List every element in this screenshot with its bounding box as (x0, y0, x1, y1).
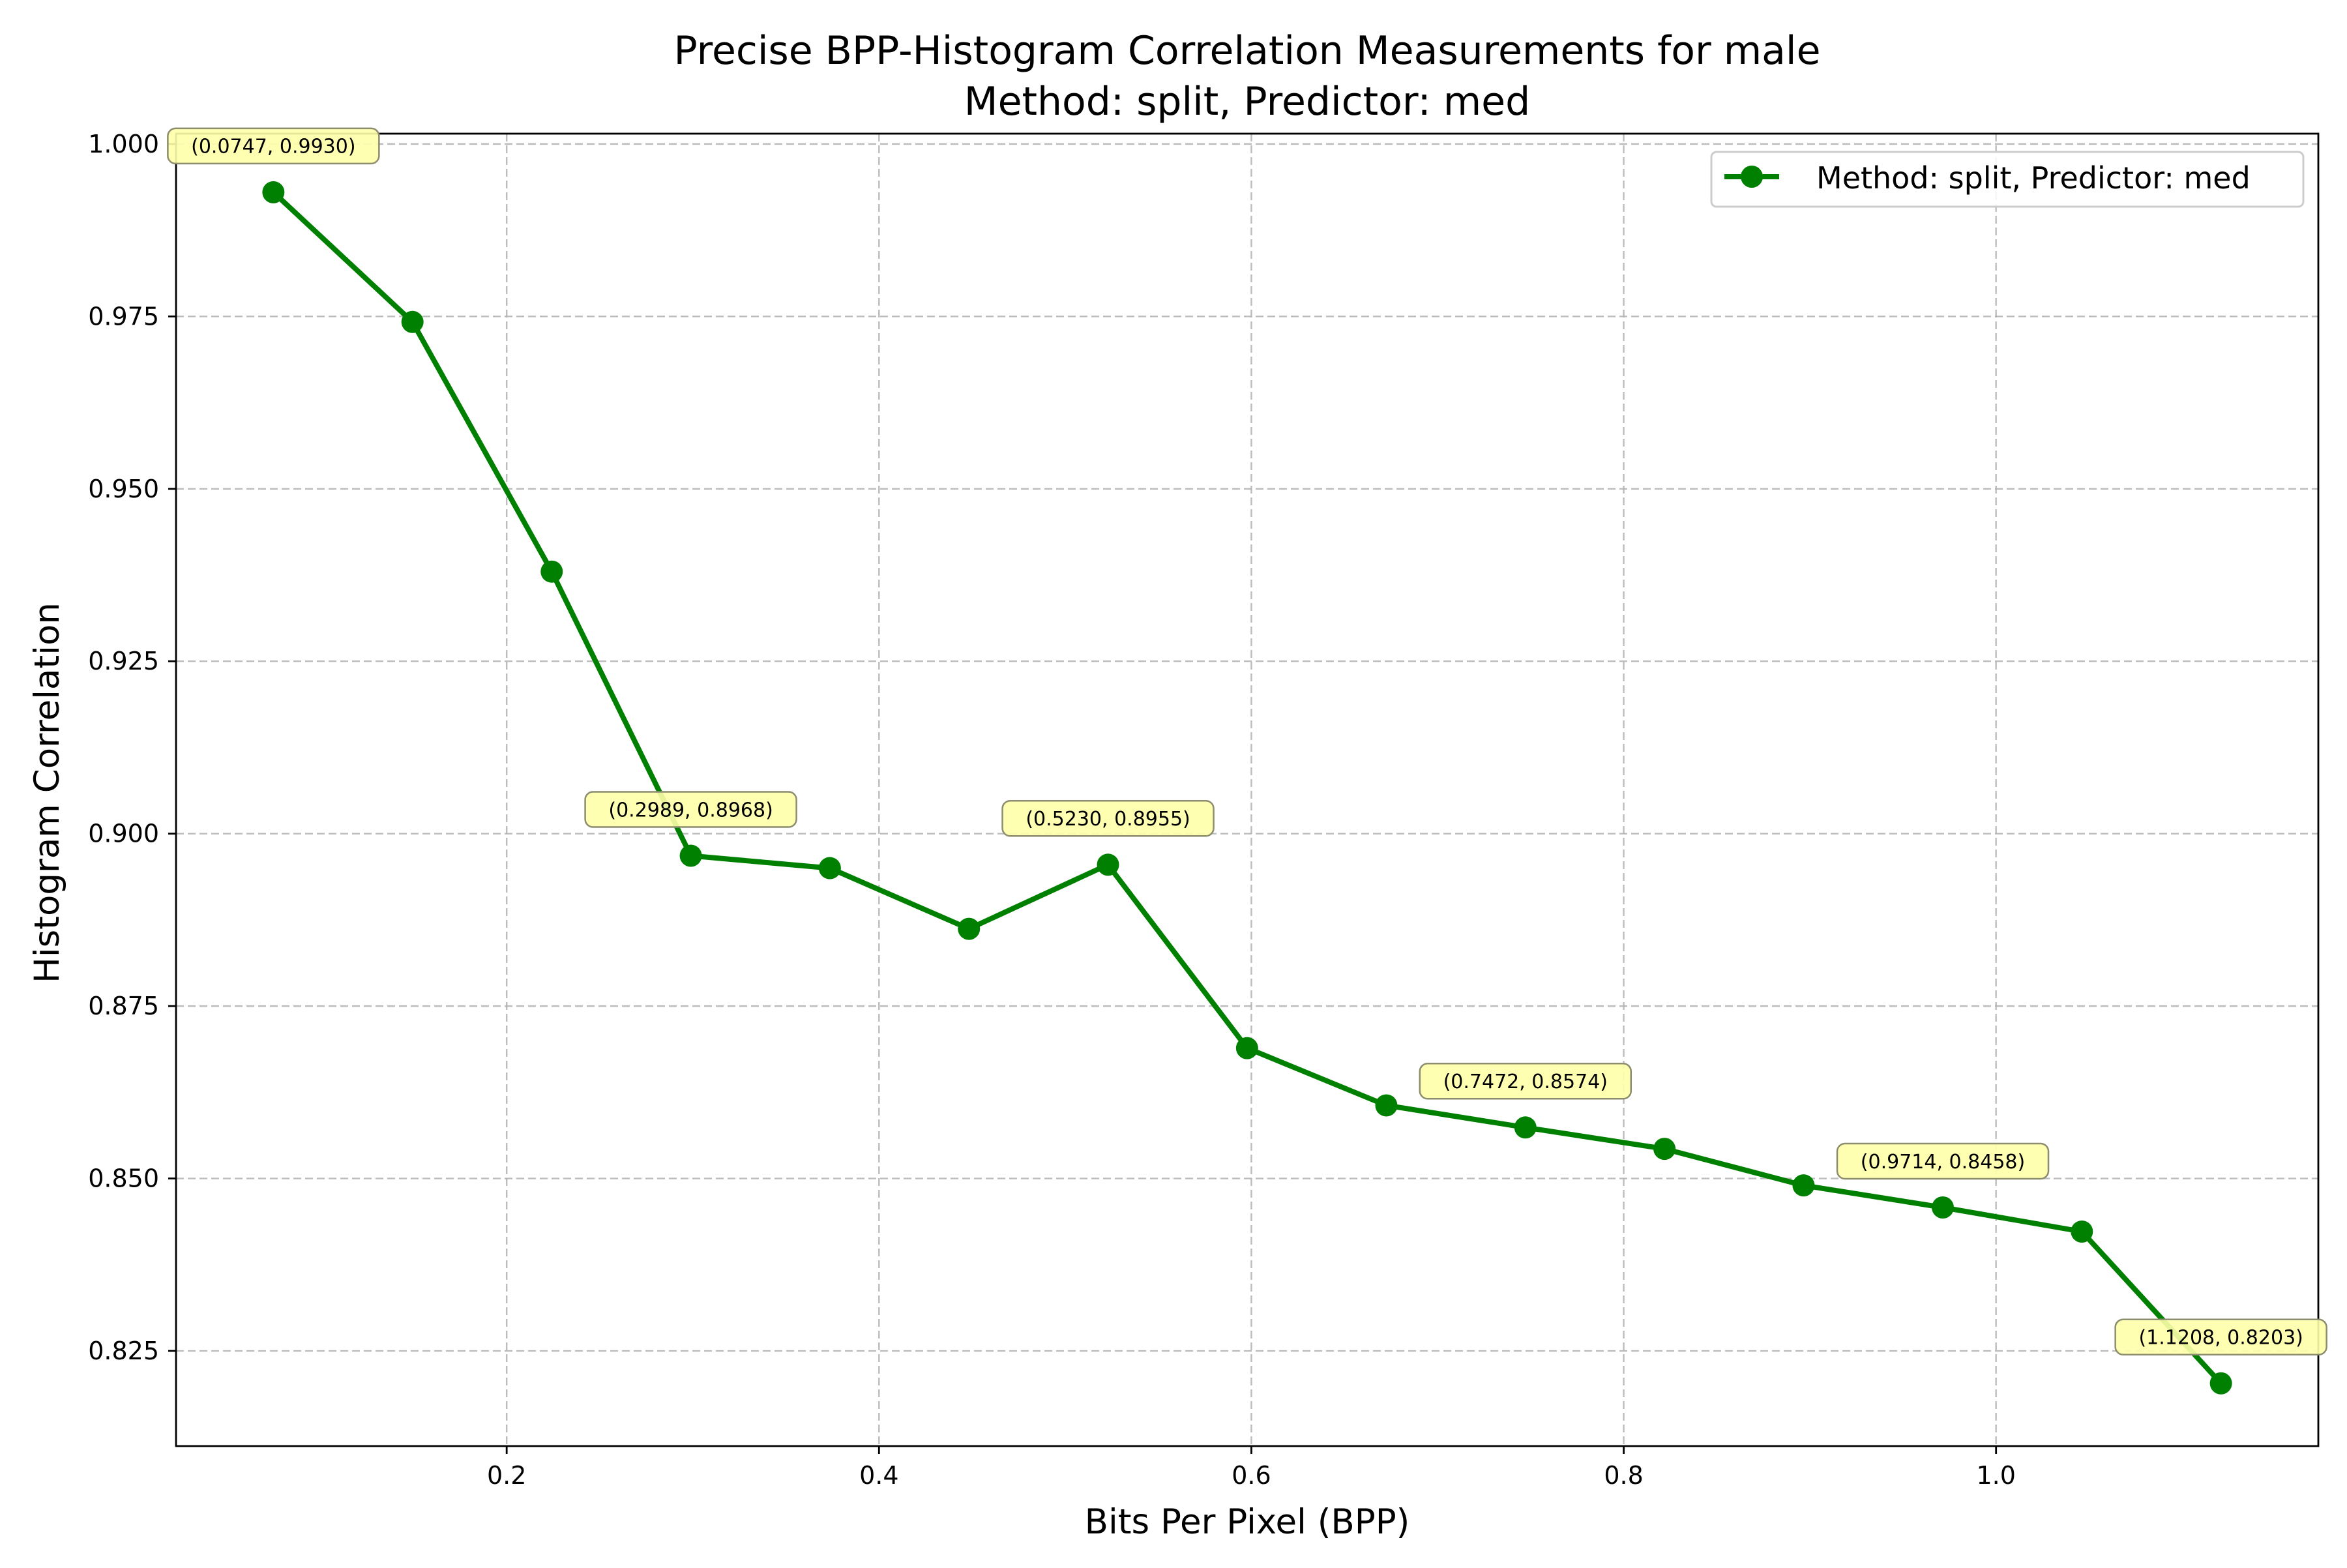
data-point (401, 310, 424, 333)
y-tick-label: 0.825 (88, 1337, 159, 1365)
data-point (958, 917, 981, 940)
annotation-label: (0.5230, 0.8955) (1026, 808, 1190, 831)
legend-marker-sample (1741, 166, 1763, 188)
data-point (679, 844, 702, 867)
annotation-label: (0.0747, 0.9930) (191, 136, 355, 158)
annotation-box (1419, 1063, 1632, 1100)
data-point (1097, 853, 1119, 876)
annotation-box (584, 791, 797, 828)
data-point (2071, 1220, 2093, 1243)
annotation-box (1836, 1142, 2050, 1180)
legend-box (1710, 151, 2305, 208)
annotation: (1.1208, 0.8203) (2114, 1318, 2327, 1355)
data-point (262, 181, 285, 203)
annotation-layer: (0.0747, 0.9930) (0.2989, 0.8968) (0.5230,… (167, 127, 2327, 1355)
annotation-box (167, 127, 380, 165)
data-point (1653, 1138, 1676, 1161)
x-tick-label: 0.4 (859, 1461, 898, 1490)
y-tick-label: 0.875 (88, 992, 159, 1020)
axes-layer: 0.2 0.4 0.6 0.8 1.0 0.825 0.850 0.875 0.900 0.925… (88, 130, 2320, 1490)
y-tick-label: 1.000 (88, 130, 159, 158)
x-tick-label: 0.6 (1232, 1461, 1271, 1490)
legend-label: Method: split, Predictor: med (1816, 160, 2251, 196)
data-point (1514, 1116, 1537, 1139)
annotation: (0.5230, 0.8955) (1001, 800, 1215, 837)
data-point (818, 857, 841, 880)
annotation-label: (0.2989, 0.8968) (608, 799, 773, 821)
annotation: (0.2989, 0.8968) (584, 791, 797, 828)
annotation: (0.9714, 0.8458) (1836, 1142, 2050, 1180)
chart-title: Precise BPP-Histogram Correlation Measur… (673, 28, 1820, 74)
annotation-label: (1.1208, 0.8203) (2138, 1327, 2303, 1350)
y-tick-label: 0.850 (88, 1164, 159, 1193)
legend: Method: split, Predictor: med (1710, 151, 2305, 208)
x-tick-label: 0.8 (1604, 1461, 1643, 1490)
data-point (1792, 1174, 1815, 1197)
annotation-box (1001, 800, 1215, 837)
annotation-label: (0.7472, 0.8574) (1443, 1071, 1608, 1093)
chart-subtitle: Method: split, Predictor: med (964, 79, 1530, 125)
x-tick-label: 0.2 (487, 1461, 526, 1490)
x-axis-label: Bits Per Pixel (BPP) (1085, 1502, 1410, 1542)
y-tick-label: 0.925 (88, 647, 159, 675)
annotation: (0.7472, 0.8574) (1419, 1063, 1632, 1100)
series-layer (262, 181, 2232, 1395)
y-tick-label: 0.950 (88, 475, 159, 503)
data-point (1235, 1037, 1258, 1059)
annotation-box (2114, 1318, 2327, 1355)
annotation-label: (0.9714, 0.8458) (1861, 1151, 2025, 1174)
data-point (1375, 1094, 1398, 1117)
data-point (2209, 1372, 2232, 1395)
y-tick-label: 0.900 (88, 820, 159, 848)
y-axis-label: Histogram Correlation (27, 602, 67, 983)
annotation: (0.0747, 0.9930) (167, 127, 380, 165)
data-point (540, 560, 563, 583)
plot-frame (175, 132, 2320, 1447)
y-tick-label: 0.975 (88, 302, 159, 331)
x-tick-label: 1.0 (1976, 1461, 2015, 1490)
data-point (1932, 1196, 1955, 1219)
